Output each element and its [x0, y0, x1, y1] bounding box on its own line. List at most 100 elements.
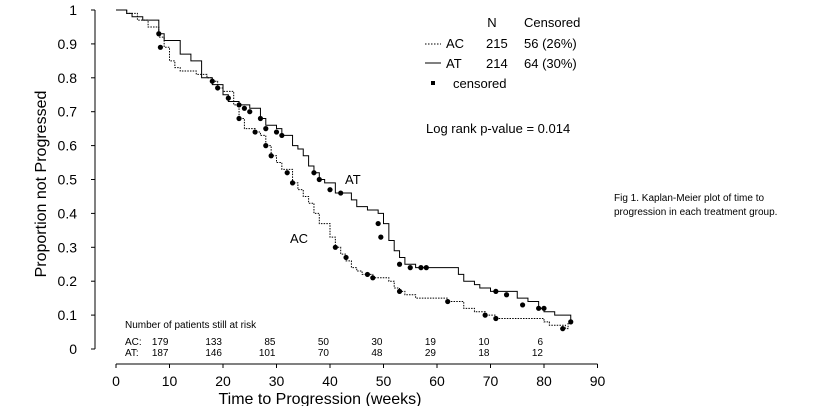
curves — [116, 9, 572, 330]
risk-count: 30 — [371, 337, 383, 348]
risk-count: 48 — [371, 348, 383, 359]
censor-mark-at — [423, 265, 429, 271]
censor-mark-ac — [284, 170, 290, 176]
y-tick-label: 0.4 — [58, 205, 78, 221]
censor-mark-ac — [289, 180, 296, 186]
y-tick-label: 0.7 — [58, 104, 78, 120]
x-tick-label: 80 — [536, 373, 552, 389]
risk-count: 29 — [425, 348, 437, 359]
legend-censored-ac: 56 (26%) — [524, 36, 577, 51]
censor-mark-at — [225, 95, 231, 101]
censor-mark-at — [273, 129, 280, 135]
y-tick-label: 0.6 — [58, 138, 78, 154]
legend-n-at: 214 — [486, 56, 508, 71]
censor-mark-ac — [156, 31, 162, 37]
risk-count: 187 — [152, 348, 169, 359]
legend-censored-label: censored — [453, 76, 506, 91]
censor-mark-ac — [482, 312, 488, 318]
tick-labels: 00.10.20.30.40.50.60.70.80.910 10 20 30 40 50… — [58, 2, 606, 389]
caption-line-2: progression in each treatment group. — [614, 207, 778, 218]
km-curve-at — [116, 9, 572, 322]
censor-mark-at — [241, 105, 247, 111]
risk-count: 146 — [205, 348, 222, 359]
censor-mark-at — [263, 126, 269, 132]
risk-table-title: Number of patients still at risk — [125, 320, 257, 331]
x-tick-label: 10 — [162, 373, 178, 389]
legend-name-at: AT — [446, 56, 462, 71]
censor-mark-at — [396, 261, 403, 267]
x-axis-label: Time to Progression (weeks) — [218, 391, 421, 406]
risk-count: 12 — [532, 348, 544, 359]
risk-count: 6 — [537, 337, 543, 348]
censor-mark-ac — [343, 254, 349, 261]
censor-mark-at — [327, 187, 333, 193]
censor-mark-ac — [493, 315, 499, 322]
censor-mark-at — [541, 305, 547, 311]
y-tick-label: 0.3 — [58, 239, 78, 255]
x-tick-label: 20 — [215, 373, 231, 389]
censor-mark-ac — [236, 115, 242, 122]
curve-label-ac: AC — [290, 231, 308, 246]
censor-mark-at — [375, 220, 381, 227]
censor-marks — [156, 31, 574, 332]
caption-line-1: Fig 1. Kaplan-Meier plot of time to — [614, 193, 765, 204]
y-tick-label: 0.5 — [58, 172, 78, 188]
censor-mark-ac — [364, 271, 371, 278]
censor-mark-at — [311, 170, 317, 176]
axes — [91, 9, 598, 368]
censor-mark-at — [257, 115, 264, 122]
censor-mark-at — [378, 234, 384, 240]
censor-mark-at — [536, 305, 542, 311]
y-tick-label: 0.8 — [58, 70, 78, 86]
risk-count: 19 — [425, 337, 437, 348]
risk-count: 101 — [259, 348, 276, 359]
censor-mark-at — [503, 292, 510, 298]
censor-mark-ac — [370, 275, 376, 281]
censor-mark-at — [407, 265, 413, 271]
legend-header-censored: Censored — [524, 15, 580, 30]
censor-mark-at — [247, 109, 253, 115]
legend-censored-at: 64 (30%) — [524, 56, 577, 71]
y-tick-label: 0 — [69, 341, 77, 357]
legend: N Censored AC 215 56 (26%) AT 214 64 (30… — [425, 15, 580, 91]
x-tick-label: 70 — [483, 373, 499, 389]
x-tick-label: 0 — [112, 373, 120, 389]
y-tick-label: 0.9 — [58, 36, 78, 52]
censor-mark-ac — [157, 44, 164, 50]
x-tick-label: 50 — [376, 373, 392, 389]
km-curve-ac — [116, 9, 569, 330]
curve-label-at: AT — [345, 172, 361, 187]
censor-mark-ac — [332, 244, 338, 250]
risk-table: Number of patients still at risk AC: AT:… — [125, 320, 543, 359]
risk-row-label-ac: AC: — [125, 337, 142, 348]
legend-name-ac: AC — [446, 36, 464, 51]
x-tick-label: 90 — [590, 373, 606, 389]
censor-mark-ac — [215, 85, 221, 91]
pvalue-annotation: Log rank p-value = 0.014 — [426, 121, 570, 136]
censor-mark-ac — [252, 129, 258, 135]
y-tick-label: 0.1 — [58, 307, 78, 323]
censor-mark-at — [493, 288, 499, 294]
x-tick-label: 40 — [322, 373, 338, 389]
figure-caption: Fig 1. Kaplan-Meier plot of time to prog… — [614, 192, 814, 220]
x-tick-label: 60 — [429, 373, 445, 389]
risk-count: 18 — [478, 348, 490, 359]
y-tick-label: 1 — [69, 2, 77, 18]
censor-mark-at — [418, 265, 424, 271]
censor-mark-ac — [268, 153, 274, 159]
censor-mark-at — [520, 302, 526, 308]
censor-mark-at — [568, 319, 574, 325]
censor-mark-at — [338, 190, 344, 196]
x-tick-label: 30 — [269, 373, 285, 389]
censor-mark-ac — [263, 143, 269, 149]
risk-count: 85 — [264, 337, 276, 348]
risk-count: 70 — [318, 348, 330, 359]
y-axis-label: Proportion not Progressed — [33, 91, 50, 278]
risk-count: 133 — [205, 337, 222, 348]
risk-count: 10 — [478, 337, 490, 348]
censor-mark-ac — [445, 298, 451, 305]
legend-n-ac: 215 — [486, 36, 508, 51]
legend-censored-marker — [431, 81, 435, 85]
censor-mark-at — [316, 176, 322, 183]
